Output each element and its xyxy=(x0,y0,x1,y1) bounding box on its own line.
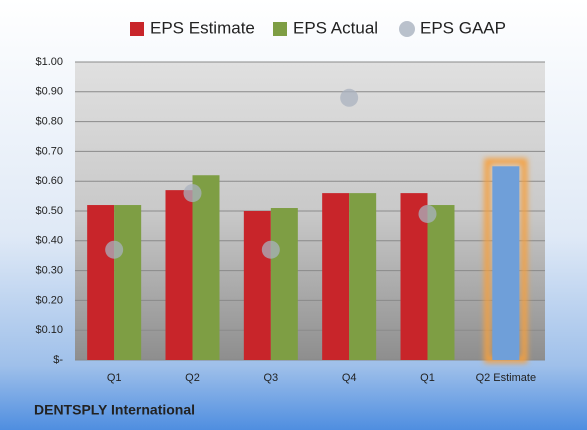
bar xyxy=(243,211,271,360)
y-tick-label: $0.10 xyxy=(35,324,63,336)
bar xyxy=(322,193,350,360)
point xyxy=(418,204,437,223)
y-tick-label: $0.50 xyxy=(35,205,63,217)
y-tick-label: $0.30 xyxy=(35,265,63,277)
legend-marker xyxy=(399,21,415,37)
bar xyxy=(192,175,220,360)
x-tick-label: Q2 xyxy=(185,372,200,384)
x-tick-label: Q2 Estimate xyxy=(476,372,537,384)
bar xyxy=(87,205,115,360)
bar xyxy=(427,205,455,360)
y-tick-label: $0.60 xyxy=(35,175,63,187)
legend-label: EPS GAAP xyxy=(420,18,506,37)
y-tick-label: $0.70 xyxy=(35,145,63,157)
point xyxy=(261,240,280,259)
x-tick-label: Q1 xyxy=(420,372,435,384)
x-tick-label: Q4 xyxy=(342,372,357,384)
legend-label: EPS Actual xyxy=(293,18,378,37)
y-tick-label: $0.80 xyxy=(35,116,63,128)
y-tick-label: $- xyxy=(53,354,63,366)
bar xyxy=(165,190,193,360)
point xyxy=(340,88,359,107)
legend-marker xyxy=(130,22,144,36)
y-tick-label: $0.20 xyxy=(35,294,63,306)
bar xyxy=(492,166,520,360)
x-tick-label: Q1 xyxy=(107,372,122,384)
point xyxy=(105,240,124,259)
bar xyxy=(270,208,298,360)
legend-marker xyxy=(273,22,287,36)
x-tick-label: Q3 xyxy=(263,372,278,384)
legend-label: EPS Estimate xyxy=(150,18,255,37)
bar xyxy=(349,193,377,360)
bar xyxy=(114,205,142,360)
y-tick-label: $0.40 xyxy=(35,235,63,247)
y-tick-label: $0.90 xyxy=(35,86,63,98)
footer: DENTSPLY International xyxy=(34,402,195,418)
point xyxy=(183,184,202,203)
y-tick-label: $1.00 xyxy=(35,56,63,68)
